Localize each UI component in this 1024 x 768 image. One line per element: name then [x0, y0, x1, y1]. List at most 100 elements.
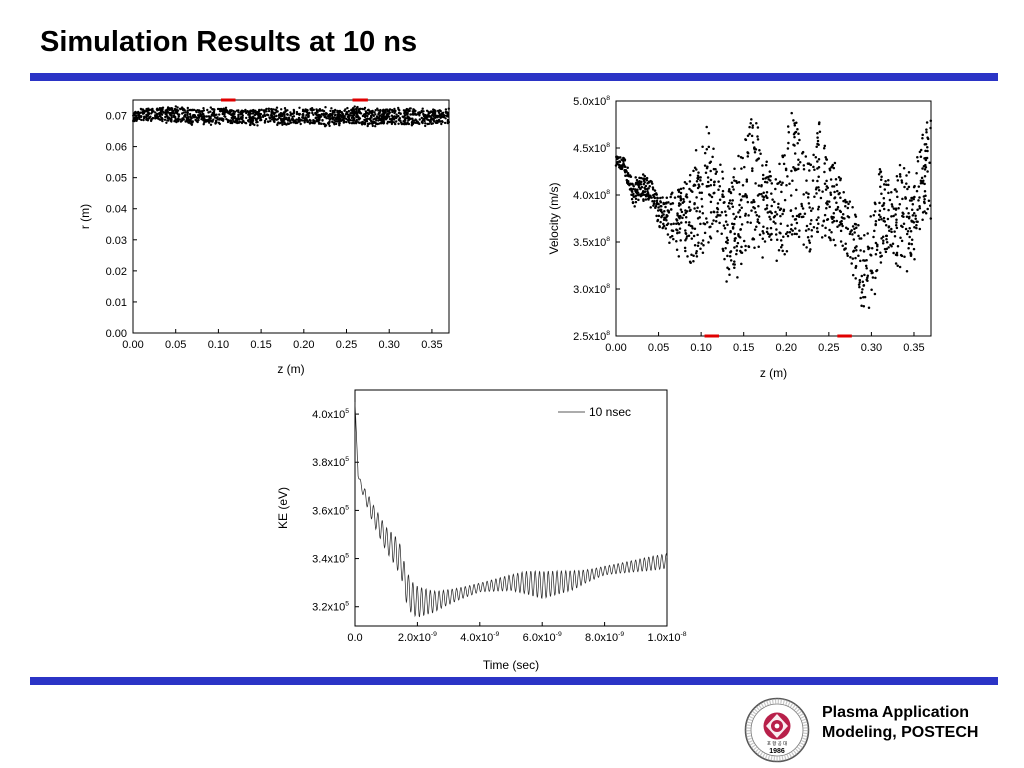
data-point	[836, 205, 840, 209]
data-point	[324, 106, 327, 109]
data-point	[750, 209, 753, 212]
data-point	[845, 252, 849, 255]
data-point	[825, 218, 829, 222]
data-point	[761, 237, 765, 241]
x-tick-label: 0.25	[336, 339, 357, 351]
data-point	[315, 120, 318, 123]
data-point	[382, 118, 385, 122]
data-point	[866, 245, 870, 248]
data-point	[299, 122, 302, 126]
data-point	[432, 119, 435, 123]
data-point	[848, 232, 852, 236]
data-point	[901, 211, 904, 214]
data-point	[797, 158, 800, 162]
data-point	[732, 188, 735, 191]
data-point	[920, 176, 924, 180]
data-point	[822, 146, 826, 150]
data-point	[685, 182, 688, 186]
data-point	[705, 125, 708, 129]
data-point	[817, 189, 821, 192]
data-point	[895, 221, 898, 224]
data-point	[810, 219, 813, 222]
data-point	[908, 199, 912, 202]
data-point	[274, 118, 277, 121]
data-point	[219, 110, 222, 113]
data-point	[314, 112, 318, 116]
data-point	[843, 217, 846, 220]
data-point	[406, 111, 409, 115]
data-point	[766, 211, 770, 214]
data-point	[717, 180, 720, 183]
data-point	[357, 121, 360, 124]
data-point	[713, 180, 716, 184]
data-point	[677, 195, 680, 198]
y-tick-label: 0.00	[106, 328, 127, 340]
data-point	[834, 178, 838, 181]
data-point	[897, 206, 900, 210]
x-tick-label: 6.0x10-9	[523, 631, 562, 644]
data-point	[717, 188, 720, 192]
data-point	[793, 144, 796, 147]
data-point	[753, 246, 756, 249]
data-point	[191, 120, 194, 123]
data-point	[688, 180, 692, 183]
data-point	[437, 111, 441, 114]
data-point	[841, 224, 844, 228]
data-point	[716, 207, 720, 211]
data-point	[679, 196, 682, 200]
data-point	[725, 236, 729, 239]
data-point	[855, 248, 858, 252]
data-point	[716, 202, 720, 205]
data-point	[701, 182, 704, 186]
data-point	[863, 273, 866, 277]
data-point	[260, 108, 263, 112]
data-point	[839, 196, 842, 200]
y-tick-label: 2.5x108	[573, 330, 610, 343]
data-point	[869, 215, 872, 218]
data-point	[846, 215, 850, 218]
data-point	[617, 163, 621, 167]
svg-text:포 항 공 대: 포 항 공 대	[767, 740, 787, 747]
data-point	[446, 121, 449, 125]
data-point	[916, 159, 920, 163]
data-point	[880, 192, 883, 195]
data-point	[666, 233, 670, 236]
data-point	[364, 112, 368, 115]
data-point	[730, 181, 734, 185]
data-point	[637, 198, 640, 202]
data-point	[811, 207, 814, 210]
data-point	[398, 117, 402, 120]
data-point	[267, 120, 270, 124]
data-point	[707, 145, 711, 149]
data-point	[798, 138, 801, 142]
data-point	[721, 170, 724, 173]
data-point	[664, 205, 667, 209]
data-point	[924, 166, 928, 169]
data-point	[441, 120, 444, 124]
scatter-points	[614, 111, 933, 310]
data-point	[916, 156, 919, 159]
data-point	[865, 267, 868, 270]
data-point	[691, 190, 694, 194]
data-point	[628, 188, 632, 191]
data-point	[878, 201, 881, 205]
data-point	[772, 216, 776, 219]
data-point	[421, 107, 424, 110]
data-point	[921, 167, 924, 170]
data-point	[698, 216, 701, 219]
data-point	[376, 122, 380, 126]
data-point	[158, 115, 162, 118]
data-point	[683, 246, 687, 250]
data-point	[900, 181, 904, 184]
data-point	[694, 148, 698, 152]
data-point	[226, 118, 229, 122]
data-point	[709, 200, 713, 204]
data-point	[188, 112, 192, 116]
data-point	[902, 222, 906, 225]
data-point	[757, 221, 761, 225]
data-point	[371, 113, 374, 116]
data-point	[829, 178, 833, 181]
data-point	[437, 118, 441, 122]
data-point	[743, 165, 746, 169]
data-point	[923, 201, 926, 205]
